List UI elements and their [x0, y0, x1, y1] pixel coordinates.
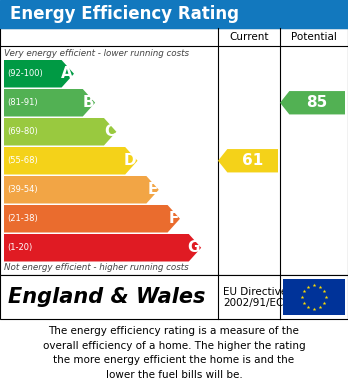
Bar	[0, 0, 348, 28]
Polygon shape	[4, 234, 201, 262]
Text: E: E	[148, 182, 158, 197]
Text: A: A	[61, 66, 73, 81]
Text: (1-20): (1-20)	[7, 243, 32, 252]
Text: B: B	[82, 95, 94, 110]
Text: Very energy efficient - lower running costs: Very energy efficient - lower running co…	[4, 49, 189, 58]
Text: F: F	[168, 211, 179, 226]
Text: C: C	[104, 124, 115, 139]
Text: Not energy efficient - higher running costs: Not energy efficient - higher running co…	[4, 263, 189, 272]
Text: EU Directive: EU Directive	[223, 287, 287, 297]
Text: Energy Efficiency Rating: Energy Efficiency Rating	[10, 5, 239, 23]
Polygon shape	[4, 205, 180, 233]
Polygon shape	[4, 60, 74, 88]
Text: 2002/91/EC: 2002/91/EC	[223, 298, 283, 308]
Polygon shape	[4, 89, 95, 117]
Text: Current: Current	[229, 32, 269, 42]
Polygon shape	[218, 149, 278, 172]
Text: (39-54): (39-54)	[7, 185, 38, 194]
Text: England & Wales: England & Wales	[8, 287, 205, 307]
Polygon shape	[280, 91, 345, 115]
Text: 85: 85	[307, 95, 328, 110]
Text: Potential: Potential	[291, 32, 337, 42]
Text: (92-100): (92-100)	[7, 69, 43, 78]
Text: (55-68): (55-68)	[7, 156, 38, 165]
Bar	[0, 28, 348, 275]
Polygon shape	[4, 176, 159, 203]
Text: (21-38): (21-38)	[7, 214, 38, 223]
Text: (69-80): (69-80)	[7, 127, 38, 136]
Text: The energy efficiency rating is a measure of the
overall efficiency of a home. T: The energy efficiency rating is a measur…	[43, 326, 305, 380]
Polygon shape	[4, 147, 137, 174]
Text: D: D	[124, 153, 136, 168]
Polygon shape	[4, 118, 116, 145]
Bar	[0, 275, 348, 319]
Text: G: G	[188, 240, 200, 255]
Bar	[283, 279, 345, 315]
Text: 61: 61	[242, 153, 263, 168]
Text: (81-91): (81-91)	[7, 98, 38, 107]
